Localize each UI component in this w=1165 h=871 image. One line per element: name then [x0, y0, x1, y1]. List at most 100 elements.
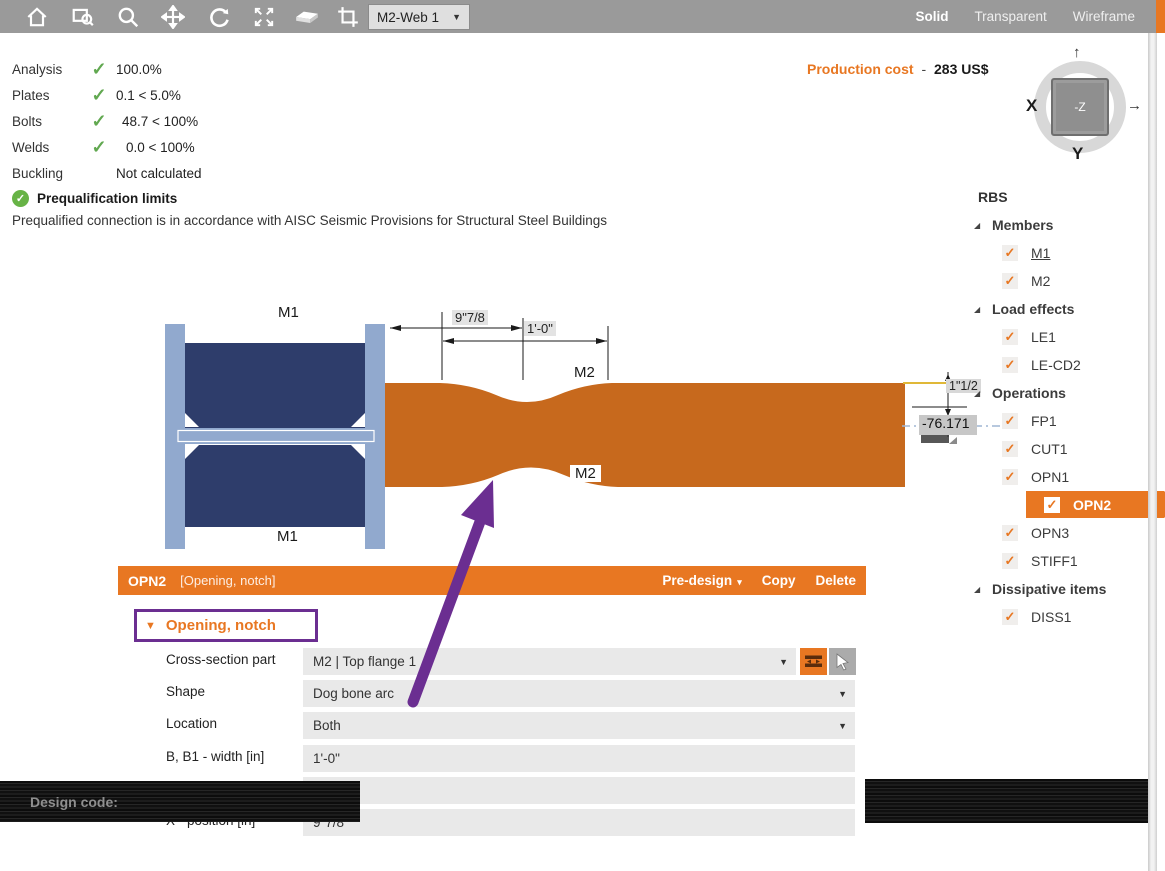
- tree-group-load-effects[interactable]: ◢ Load effects: [974, 301, 1075, 317]
- status-row-bolts: Bolts ✓ 48.7 < 100%: [12, 110, 199, 131]
- zoom-icon[interactable]: [113, 4, 143, 30]
- main-toolbar: M2-Web 1 ▼ Solid Transparent Wireframe: [0, 0, 1165, 33]
- m1-web-bottom: [185, 445, 365, 527]
- status-row-buckling: Buckling Not calculated: [12, 165, 202, 181]
- redacted-bar: [865, 779, 1157, 823]
- check-icon: ✓: [91, 58, 107, 79]
- delete-button[interactable]: Delete: [815, 573, 856, 588]
- location-dropdown[interactable]: Both ▼: [303, 712, 855, 739]
- checkbox-opn2[interactable]: ✓: [1044, 497, 1060, 513]
- nav-cube-face[interactable]: -Z: [1051, 78, 1109, 136]
- tree-group-members[interactable]: ◢ Members: [974, 217, 1054, 233]
- dimension-edit-field[interactable]: -76.171: [919, 415, 977, 435]
- zoom-window-icon[interactable]: [68, 4, 98, 30]
- mode-solid[interactable]: Solid: [915, 9, 949, 24]
- operation-type: [Opening, notch]: [180, 573, 276, 588]
- dim-width: 1'-0": [524, 321, 556, 336]
- tree-item-fp1[interactable]: ✓ FP1: [1002, 413, 1057, 429]
- collapse-triangle-icon[interactable]: ▼: [145, 619, 156, 632]
- axis-right-arrow-icon: →: [1127, 97, 1142, 114]
- expander-icon[interactable]: ◢: [974, 220, 981, 230]
- vertical-scrollbar[interactable]: [1148, 0, 1157, 871]
- dim-depth: 1"1/2: [946, 379, 981, 393]
- home-icon[interactable]: [22, 4, 52, 30]
- m1-label-top: M1: [278, 304, 299, 321]
- checkbox-diss1[interactable]: ✓: [1002, 609, 1018, 625]
- production-cost-value: 283 US$: [934, 61, 989, 77]
- checkbox-le-cd2[interactable]: ✓: [1002, 357, 1018, 373]
- dim-x-position: 9"7/8: [452, 310, 488, 325]
- m2-label-top: M2: [574, 364, 595, 381]
- analysis-status-panel: Analysis ✓ 100.0% Plates ✓ 0.1 < 5.0% Bo…: [12, 56, 202, 186]
- fit-view-icon[interactable]: [249, 4, 279, 30]
- mode-transparent[interactable]: Transparent: [974, 9, 1047, 24]
- production-cost-label: Production cost: [807, 61, 914, 77]
- tree-item-diss1[interactable]: ✓ DISS1: [1002, 609, 1071, 625]
- view-selector-value: M2-Web 1: [377, 9, 440, 25]
- tree-root-rbs[interactable]: RBS: [978, 189, 1008, 205]
- depth-input[interactable]: 1"1/2: [303, 777, 855, 804]
- m2-beam-dogbone[interactable]: [385, 383, 905, 487]
- x-position-input[interactable]: 9"7/8: [303, 809, 855, 836]
- checkbox-fp1[interactable]: ✓: [1002, 413, 1018, 429]
- axis-x-label: X: [1026, 96, 1038, 115]
- tree-group-dissipative-items[interactable]: ◢ Dissipative items: [974, 581, 1107, 597]
- dimension-lines: [390, 312, 609, 380]
- prequal-check-icon: ✓: [12, 190, 29, 207]
- section-crop-icon[interactable]: [333, 4, 363, 30]
- copy-button[interactable]: Copy: [761, 573, 796, 588]
- checkbox-le1[interactable]: ✓: [1002, 329, 1018, 345]
- checkbox-m2[interactable]: ✓: [1002, 273, 1018, 289]
- m1-label-bottom: M1: [272, 528, 303, 545]
- tree-item-le-cd2[interactable]: ✓ LE-CD2: [1002, 357, 1081, 373]
- prequalification-section: ✓ Prequalification limits Prequalified c…: [12, 190, 607, 228]
- solid-view-icon[interactable]: [292, 4, 322, 30]
- expander-icon[interactable]: ◢: [974, 584, 981, 594]
- width-input[interactable]: 1'-0": [303, 745, 855, 772]
- view-selector-dropdown[interactable]: M2-Web 1 ▼: [368, 4, 470, 30]
- select-flange-button[interactable]: [800, 648, 827, 675]
- cross-section-part-dropdown[interactable]: M2 | Top flange 1 ▼: [303, 648, 796, 675]
- tree-item-m2[interactable]: ✓ M2: [1002, 273, 1050, 289]
- tree-item-cut1[interactable]: ✓ CUT1: [1002, 441, 1068, 457]
- axis-y-label: Y: [1072, 144, 1084, 163]
- opn2-selection-band[interactable]: ✓ OPN2: [1026, 491, 1165, 518]
- checkbox-stiff1[interactable]: ✓: [1002, 553, 1018, 569]
- checkbox-opn1[interactable]: ✓: [1002, 469, 1018, 485]
- checkbox-opn3[interactable]: ✓: [1002, 525, 1018, 541]
- checkbox-cut1[interactable]: ✓: [1002, 441, 1018, 457]
- cursor-icon: [836, 652, 849, 671]
- checkbox-m1[interactable]: ✓: [1002, 245, 1018, 261]
- rotate-icon[interactable]: [204, 4, 234, 30]
- check-icon: ✓: [91, 84, 107, 105]
- production-cost: Production cost - 283 US$: [807, 61, 989, 77]
- expander-icon[interactable]: ◢: [974, 304, 981, 314]
- chevron-down-icon: ▼: [779, 656, 788, 667]
- pick-in-scene-button[interactable]: [829, 648, 856, 675]
- tree-item-stiff1[interactable]: ✓ STIFF1: [1002, 553, 1078, 569]
- tree-item-opn1[interactable]: ✓ OPN1: [1002, 469, 1069, 485]
- tree-group-operations[interactable]: ◢ Operations: [974, 385, 1066, 401]
- pan-icon[interactable]: [158, 4, 188, 30]
- shape-dropdown[interactable]: Dog bone arc ▼: [303, 680, 855, 707]
- expander-icon[interactable]: ◢: [974, 388, 981, 398]
- flange-icon: [805, 655, 822, 667]
- tree-item-opn3[interactable]: ✓ OPN3: [1002, 525, 1069, 541]
- navigation-cube[interactable]: -Z X Y ↑ →: [1026, 44, 1142, 163]
- operation-id: OPN2: [128, 572, 167, 589]
- m1-web-top: [185, 343, 365, 428]
- chevron-down-icon: ▼: [838, 720, 847, 731]
- m1-stiffener: [175, 428, 377, 444]
- tree-item-m1[interactable]: ✓ M1: [1002, 245, 1050, 261]
- m2-label-bottom: M2: [570, 465, 601, 482]
- tree-item-le1[interactable]: ✓ LE1: [1002, 329, 1056, 345]
- predesign-button[interactable]: Pre-design ▾: [662, 573, 742, 588]
- chevron-down-icon: ▼: [452, 12, 461, 22]
- section-header-opening-notch[interactable]: ▼ Opening, notch: [134, 609, 318, 642]
- design-code-label: Design code:: [30, 793, 118, 810]
- section-title: Opening, notch: [165, 617, 276, 634]
- prequal-description: Prequalified connection is in accordance…: [12, 213, 608, 228]
- mode-wireframe[interactable]: Wireframe: [1072, 9, 1135, 24]
